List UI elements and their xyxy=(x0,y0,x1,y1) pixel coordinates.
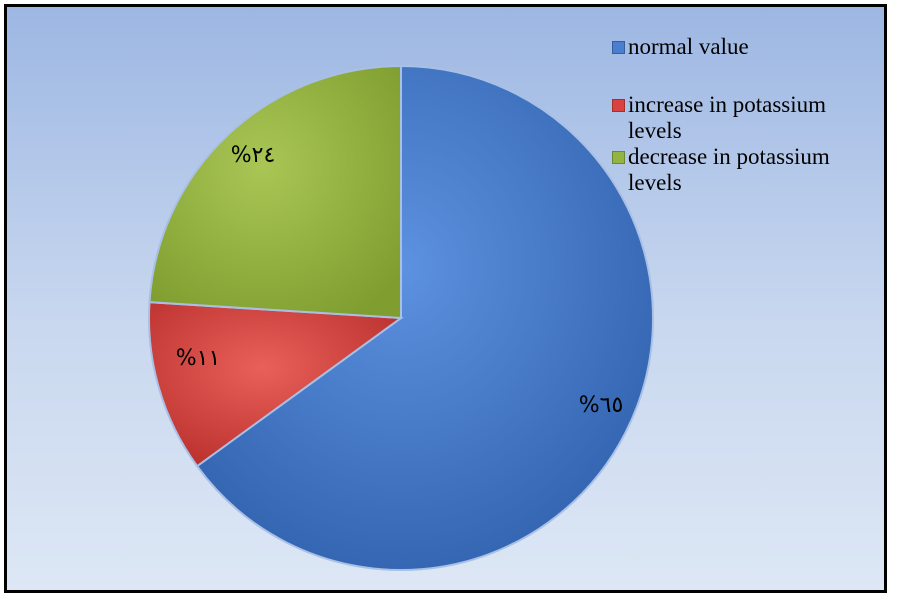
legend-item-normal: normal value xyxy=(612,34,872,60)
pie-slice-decrease xyxy=(148,64,402,320)
legend-label-decrease: decrease in potassium levels xyxy=(628,144,830,195)
data-label-decrease: %٢٤ xyxy=(231,143,276,168)
pie-slice-increase xyxy=(148,301,404,468)
legend-swatch-decrease xyxy=(612,151,625,164)
legend-item-decrease: decrease in potassium levels xyxy=(612,144,872,196)
legend-swatch-increase xyxy=(612,99,625,112)
legend: normal value increase in potassium level… xyxy=(612,34,872,202)
data-label-normal: %٦٥ xyxy=(579,393,624,418)
legend-swatch-normal xyxy=(612,41,625,54)
data-label-increase: %١١ xyxy=(176,346,221,371)
legend-label-increase: increase in potassium levels xyxy=(628,92,827,143)
pie-slice-normal xyxy=(195,64,654,571)
legend-item-increase: increase in potassium levels xyxy=(612,92,872,144)
legend-label-normal: normal value xyxy=(628,34,749,59)
